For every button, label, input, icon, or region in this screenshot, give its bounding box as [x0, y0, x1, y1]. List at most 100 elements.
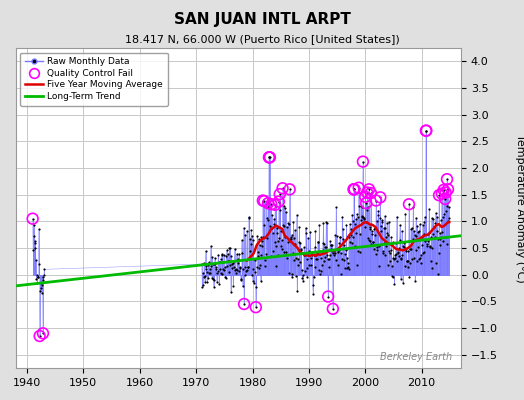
Point	[212, 264, 220, 270]
Point	[334, 247, 342, 253]
Point	[349, 218, 357, 224]
Point	[336, 234, 344, 240]
Point	[387, 234, 395, 240]
Point	[421, 214, 429, 220]
Point	[344, 260, 353, 267]
Point	[211, 255, 219, 261]
Point	[363, 189, 372, 196]
Point	[322, 219, 331, 225]
Point	[366, 237, 374, 244]
Point	[34, 274, 42, 280]
Point	[287, 236, 295, 243]
Point	[383, 230, 391, 236]
Point	[346, 238, 354, 245]
Point	[339, 236, 347, 242]
Point	[428, 265, 436, 272]
Point	[264, 200, 272, 206]
Point	[424, 238, 432, 244]
Point	[314, 238, 322, 245]
Point	[209, 260, 217, 267]
Point	[265, 154, 273, 160]
Point	[199, 270, 208, 276]
Point	[272, 203, 281, 209]
Point	[339, 226, 347, 232]
Point	[421, 237, 430, 244]
Point	[302, 230, 310, 236]
Point	[320, 241, 328, 248]
Point	[219, 266, 227, 272]
Point	[345, 221, 354, 227]
Point	[416, 221, 424, 227]
Point	[258, 243, 267, 250]
Point	[310, 252, 318, 258]
Point	[350, 186, 358, 192]
Point	[444, 186, 452, 192]
Point	[241, 232, 249, 238]
Point	[405, 274, 413, 280]
Point	[277, 237, 286, 243]
Point	[38, 277, 47, 283]
Point	[336, 250, 345, 256]
Point	[281, 234, 290, 240]
Point	[363, 206, 371, 213]
Point	[404, 248, 412, 254]
Point	[348, 234, 357, 240]
Point	[405, 258, 413, 264]
Point	[412, 233, 421, 240]
Point	[345, 234, 353, 240]
Point	[253, 233, 261, 240]
Point	[427, 258, 435, 264]
Point	[206, 243, 215, 250]
Point	[438, 229, 446, 235]
Point	[39, 274, 48, 280]
Point	[381, 225, 390, 232]
Point	[265, 154, 274, 160]
Point	[232, 251, 241, 258]
Point	[309, 274, 318, 280]
Point	[298, 275, 307, 282]
Point	[32, 272, 41, 278]
Point	[405, 201, 413, 208]
Point	[28, 216, 37, 222]
Point	[382, 243, 390, 250]
Text: Berkeley Earth: Berkeley Earth	[380, 352, 452, 362]
Point	[209, 284, 217, 290]
Point	[231, 246, 239, 252]
Point	[430, 224, 439, 230]
Point	[316, 248, 324, 254]
Point	[440, 187, 448, 193]
Point	[293, 256, 302, 262]
Point	[438, 190, 446, 197]
Point	[353, 211, 361, 217]
Point	[343, 265, 351, 272]
Point	[385, 219, 393, 225]
Point	[382, 234, 390, 240]
Point	[277, 243, 286, 249]
Point	[435, 192, 443, 198]
Point	[330, 252, 339, 258]
Point	[340, 256, 348, 263]
Point	[373, 244, 381, 250]
Point	[435, 236, 444, 242]
Point	[352, 216, 360, 222]
Point	[328, 248, 336, 254]
Point	[324, 293, 332, 300]
Point	[204, 262, 212, 268]
Point	[433, 228, 441, 235]
Point	[229, 282, 237, 289]
Point	[368, 231, 376, 237]
Point	[202, 266, 210, 272]
Point	[318, 250, 326, 256]
Point	[330, 248, 338, 254]
Point	[352, 229, 361, 236]
Point	[433, 236, 442, 242]
Point	[380, 213, 389, 219]
Point	[350, 186, 358, 192]
Point	[387, 246, 395, 253]
Point	[384, 232, 392, 238]
Point	[290, 235, 299, 242]
Point	[340, 242, 348, 248]
Point	[387, 262, 396, 269]
Point	[398, 228, 406, 234]
Point	[338, 213, 346, 220]
